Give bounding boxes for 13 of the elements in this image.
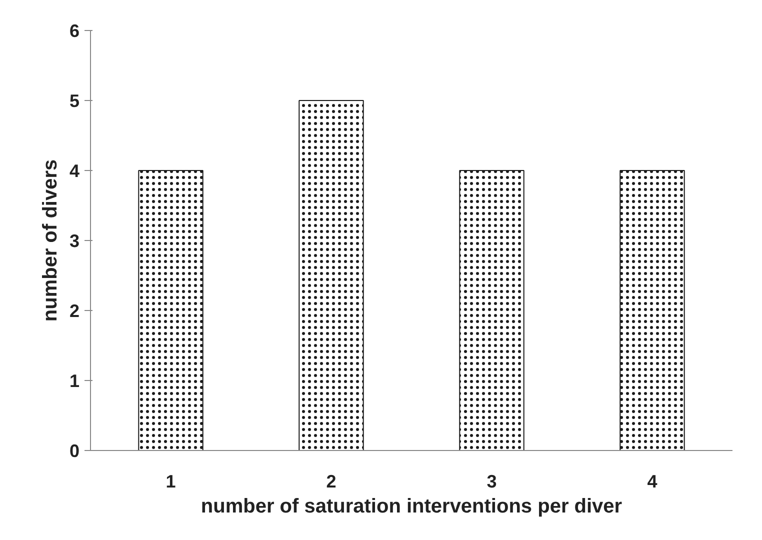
y-tick-label: 5 [69,91,80,111]
y-tick-label: 2 [69,301,80,321]
x-axis-title: number of saturation interventions per diver [200,496,622,518]
y-tick-label: 3 [69,231,80,251]
x-tick-label: 4 [647,472,658,492]
x-tick-label: 3 [486,472,497,492]
y-axis-title: number of divers [39,159,62,322]
x-tick-label: 2 [326,472,336,492]
y-tick-label: 6 [69,21,80,41]
x-tick-label: 1 [166,472,176,492]
y-tick-label: 0 [69,441,80,461]
y-tick-label: 4 [69,161,80,181]
y-tick-label: 1 [69,371,80,391]
